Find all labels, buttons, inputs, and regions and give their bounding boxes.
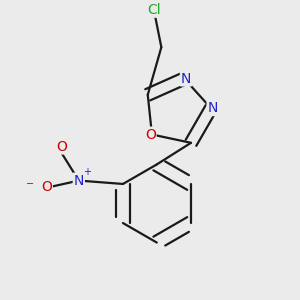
- Text: +: +: [83, 167, 91, 177]
- Text: O: O: [145, 128, 156, 142]
- Text: N: N: [181, 72, 191, 86]
- Text: −: −: [26, 179, 34, 189]
- Text: N: N: [74, 174, 84, 188]
- Text: O: O: [41, 180, 52, 194]
- Text: Cl: Cl: [148, 3, 161, 17]
- Text: O: O: [56, 140, 67, 154]
- Text: N: N: [208, 101, 218, 115]
